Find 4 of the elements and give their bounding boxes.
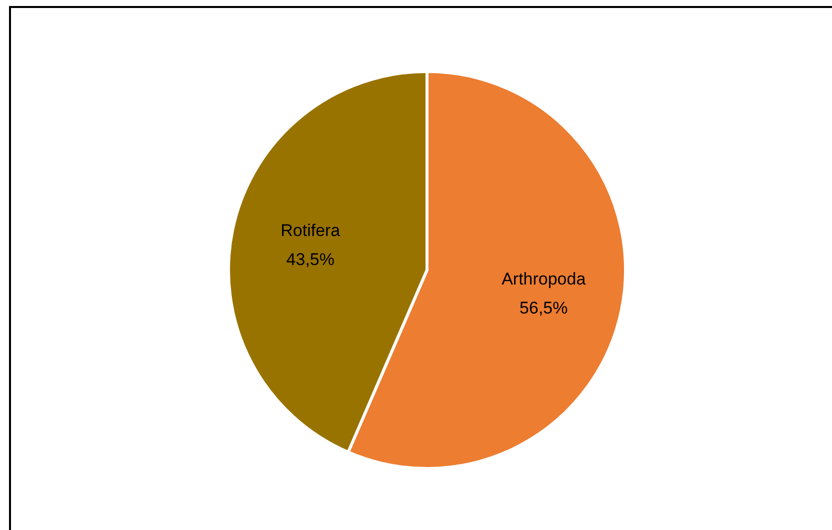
slice-label: Rotifera — [280, 221, 341, 240]
data-label: 56,5% — [520, 298, 568, 318]
data-label: 43,5% — [286, 250, 334, 270]
slice-label: Arthropoda — [502, 269, 586, 288]
